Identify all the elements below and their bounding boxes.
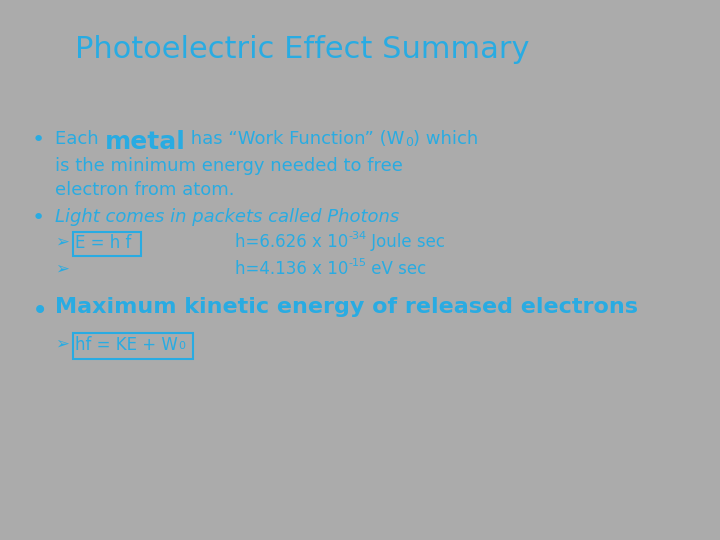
- Text: has “Work Function” (W: has “Work Function” (W: [185, 130, 405, 148]
- Bar: [73, 333, 193, 359]
- Bar: [73, 232, 141, 256]
- Text: Photoelectric Effect Summary: Photoelectric Effect Summary: [75, 35, 529, 64]
- Text: h=6.626 x 10: h=6.626 x 10: [235, 233, 348, 251]
- Text: electron from atom.: electron from atom.: [55, 181, 235, 199]
- Text: Maximum kinetic energy of released electrons: Maximum kinetic energy of released elect…: [55, 297, 638, 317]
- Text: -15: -15: [348, 258, 366, 268]
- Text: Joule sec: Joule sec: [366, 233, 446, 251]
- Text: Light comes in packets called Photons: Light comes in packets called Photons: [55, 208, 400, 226]
- Text: ➢: ➢: [55, 335, 69, 353]
- Text: •: •: [32, 297, 48, 325]
- Text: E = h f: E = h f: [75, 234, 131, 252]
- Text: •: •: [32, 208, 45, 228]
- Text: hf = KE + W: hf = KE + W: [75, 336, 178, 354]
- Text: metal: metal: [104, 130, 185, 154]
- Text: eV sec: eV sec: [366, 260, 427, 278]
- Text: -34: -34: [348, 231, 366, 241]
- Text: h=4.136 x 10: h=4.136 x 10: [235, 260, 348, 278]
- Text: 0: 0: [405, 136, 413, 149]
- Text: is the minimum energy needed to free: is the minimum energy needed to free: [55, 157, 403, 175]
- Text: ➢: ➢: [55, 260, 69, 278]
- Text: Each: Each: [55, 130, 104, 148]
- Text: 0: 0: [178, 341, 185, 351]
- Text: ) which: ) which: [413, 130, 478, 148]
- Text: ➢: ➢: [55, 233, 69, 251]
- Text: •: •: [32, 130, 45, 150]
